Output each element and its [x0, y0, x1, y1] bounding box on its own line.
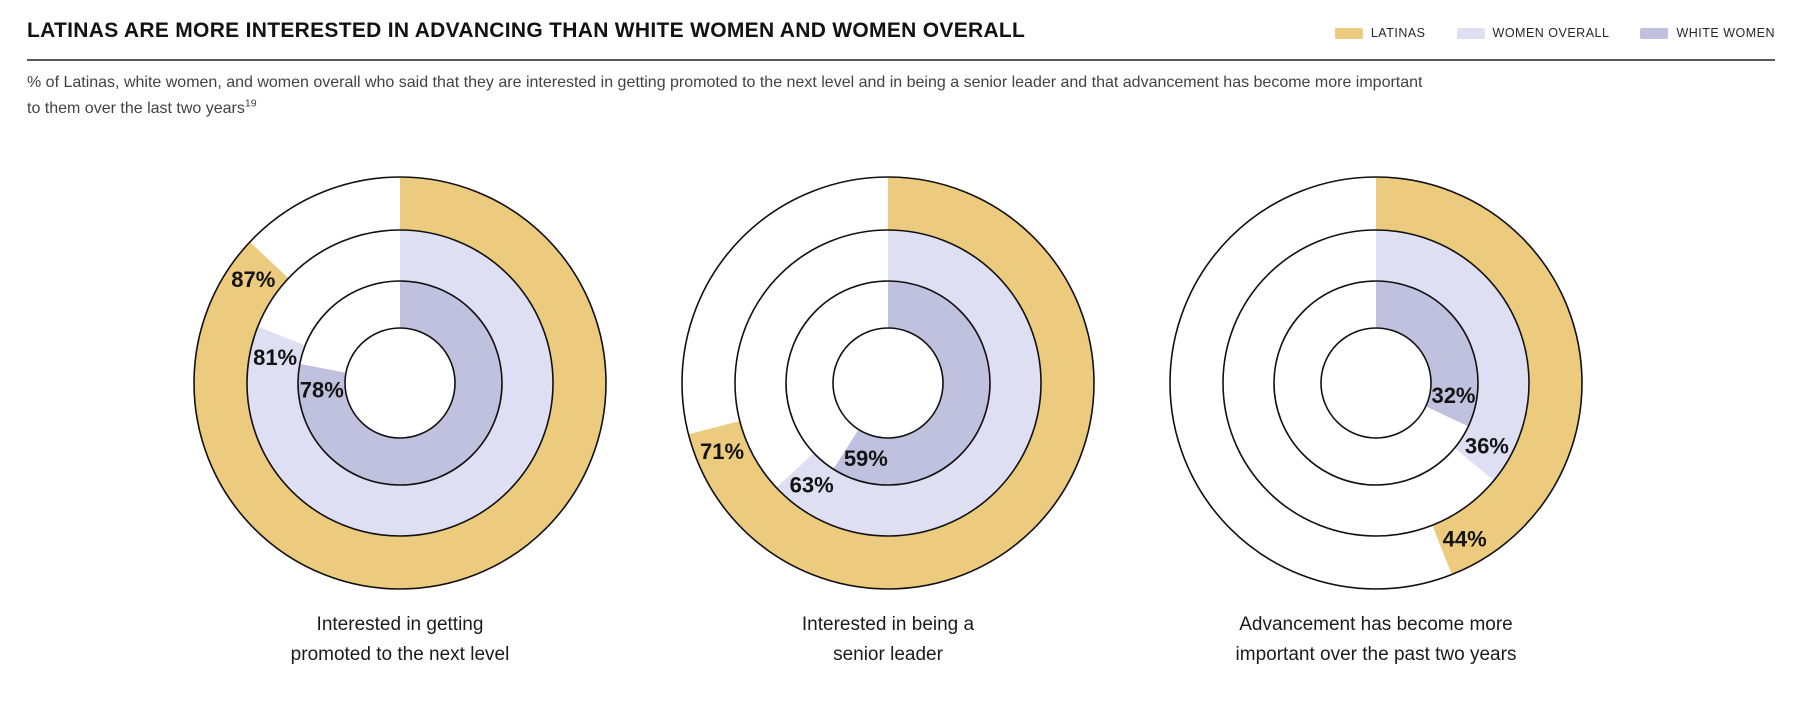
- legend-label: WOMEN OVERALL: [1492, 26, 1610, 40]
- ring-outline: [832, 327, 944, 439]
- header-divider: [27, 59, 1775, 61]
- ring-segment-latinas: [1376, 177, 1583, 575]
- chart-caption: Advancement has become more important ov…: [1235, 614, 1517, 665]
- ring-outline: [1320, 327, 1432, 439]
- chart-block-senior-leader: 71% 63% 59% Interested in being a senior l…: [678, 173, 1098, 693]
- ring-outline: [1222, 229, 1530, 537]
- page-title: LATINAS ARE MORE INTERESTED IN ADVANCING…: [27, 19, 1026, 42]
- ring-outline: [734, 229, 1042, 537]
- women-overall-swatch-icon: [1456, 27, 1485, 39]
- legend-label: WHITE WOMEN: [1676, 26, 1775, 40]
- value-label: 44%: [1443, 527, 1487, 552]
- chart-block-advancement: 44% 36% 32% Advancement has become more im…: [1166, 173, 1586, 693]
- chart-description: % of Latinas, white women, and women ove…: [27, 70, 1789, 122]
- legend-item-women-overall: WOMEN OVERALL: [1456, 26, 1610, 40]
- ring-outline: [344, 327, 456, 439]
- value-label: 63%: [790, 473, 834, 498]
- chart-description-line2: to them over the last two years: [27, 100, 245, 117]
- donut-chart-senior-leader: 71% 63% 59%: [681, 176, 1095, 590]
- ring-segment-women-overall: [247, 230, 554, 536]
- value-label: 81%: [253, 345, 297, 370]
- donut-chart-promotion: 87% 81%78%: [193, 176, 607, 590]
- chart-caption: Interested in being a senior leader: [801, 614, 975, 665]
- ring-segment-white-women: [1376, 281, 1478, 427]
- value-label: 87%: [231, 267, 275, 292]
- value-label: 59%: [844, 446, 888, 471]
- value-label: 71%: [700, 439, 744, 464]
- footnote-reference: 19: [244, 97, 257, 110]
- ring-segment-white-women: [833, 281, 990, 485]
- donut-chart-advancement: 44% 36% 32%: [1169, 176, 1583, 590]
- chart-block-promotion: 87% 81% 78% Interested in getting promoted…: [190, 173, 610, 693]
- legend-label: LATINAS: [1370, 26, 1426, 40]
- value-label: 32%: [1431, 383, 1475, 408]
- ring-outline: [297, 280, 503, 486]
- ring-outline: [785, 280, 991, 486]
- legend: LATINAS WOMEN OVERALL WHITE WOMEN: [1334, 26, 1775, 40]
- ring-segment-white-women: [298, 281, 502, 485]
- ring-outline: [1273, 280, 1479, 486]
- ring-outline: [1169, 176, 1583, 590]
- ring-segment-women-overall: [1376, 230, 1529, 481]
- value-label: 78%: [300, 378, 344, 403]
- legend-item-latinas: LATINAS: [1334, 26, 1426, 40]
- white-women-swatch-icon: [1640, 27, 1669, 39]
- value-label: 36%: [1465, 433, 1509, 458]
- latinas-swatch-icon: [1334, 27, 1363, 39]
- ring-outline: [681, 176, 1095, 590]
- ring-segment-women-overall: [776, 230, 1041, 536]
- ring-outline: [246, 229, 554, 537]
- legend-item-white-women: WHITE WOMEN: [1640, 27, 1775, 39]
- chart-description-line1: % of Latinas, white women, and women ove…: [27, 74, 1423, 91]
- ring-outline: [193, 176, 607, 590]
- chart-caption: Interested in getting promoted to the ne…: [290, 614, 510, 665]
